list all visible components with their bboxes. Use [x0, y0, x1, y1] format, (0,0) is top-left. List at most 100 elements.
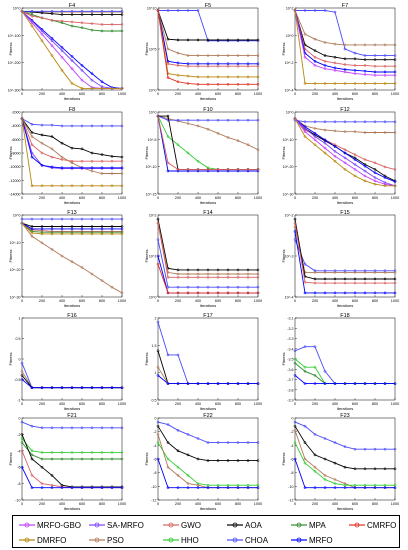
- series-line-choa: [21, 118, 122, 127]
- series-point: [120, 227, 124, 231]
- x-tick-label: 600: [79, 92, 85, 96]
- series-line-hho: [294, 442, 395, 486]
- x-tick-label: 200: [39, 92, 45, 96]
- series-point: [110, 386, 114, 390]
- series-point: [256, 441, 260, 444]
- series-point: [50, 451, 54, 454]
- series-point: [393, 269, 397, 273]
- series-point: [186, 482, 190, 485]
- series-line-mrfo: [294, 10, 395, 73]
- x-tick-label: 400: [59, 299, 65, 303]
- series-point: [256, 268, 260, 272]
- series-point: [100, 486, 104, 490]
- series-point: [373, 483, 377, 487]
- legend-label: MRFO-GBO: [37, 520, 81, 530]
- series-point: [246, 62, 250, 66]
- series-line-pso: [294, 227, 395, 273]
- series-point: [100, 153, 104, 156]
- series-point: [323, 54, 327, 57]
- x-tick-label: 0: [157, 502, 159, 506]
- series-line-mrfo-gbo: [294, 10, 395, 76]
- series-point: [216, 131, 220, 135]
- series-point: [50, 386, 54, 390]
- series-point: [333, 486, 337, 490]
- series-line-mpa: [21, 442, 122, 460]
- series-point: [20, 374, 24, 377]
- series-point: [333, 55, 337, 59]
- series-point: [156, 217, 160, 221]
- series-point: [256, 62, 260, 66]
- y-tick-label: 10^-3: [285, 255, 294, 259]
- series-point: [236, 459, 240, 462]
- series-point: [186, 9, 190, 12]
- y-tick-label: -8: [290, 471, 293, 475]
- series-point: [246, 38, 250, 42]
- series-point: [156, 457, 160, 461]
- series-point: [110, 9, 114, 13]
- y-tick-label: -3.5: [287, 358, 293, 362]
- series-point: [373, 467, 377, 471]
- series-point: [323, 138, 327, 142]
- series-point: [313, 365, 317, 369]
- series-line-mrfo: [21, 379, 122, 389]
- series-point: [80, 68, 84, 72]
- series-point: [353, 120, 357, 124]
- series-point: [120, 230, 124, 234]
- series-point: [363, 164, 367, 168]
- series-point: [226, 285, 230, 289]
- series-point: [323, 486, 327, 490]
- series-point: [30, 131, 34, 134]
- series-point: [166, 114, 170, 118]
- series-point: [363, 269, 367, 273]
- series-point: [30, 135, 34, 138]
- series-point: [186, 64, 190, 68]
- series-point: [80, 217, 84, 221]
- legend-label: DMRFO: [37, 535, 67, 545]
- series-point: [256, 459, 260, 462]
- series-point: [90, 166, 94, 170]
- series-point: [293, 217, 297, 221]
- series-line-hho: [21, 438, 122, 453]
- series-point: [343, 168, 347, 171]
- x-tick-label: 400: [59, 196, 65, 200]
- series-point: [120, 9, 124, 13]
- series-point: [70, 217, 74, 221]
- series-point: [256, 168, 260, 171]
- series-point: [363, 467, 367, 471]
- series-point: [343, 130, 347, 134]
- series-point: [333, 120, 337, 124]
- series-line-aoa: [21, 222, 122, 227]
- y-axis-label: Fitness: [281, 43, 286, 56]
- series-point: [90, 217, 94, 221]
- series-point: [383, 54, 387, 57]
- series-point: [303, 486, 307, 490]
- legend-label: CMRFO: [367, 520, 397, 530]
- series-point: [323, 146, 327, 150]
- series-point: [186, 82, 190, 85]
- series-point: [80, 13, 84, 16]
- y-axis-label: Fitness: [281, 353, 286, 366]
- series-point: [60, 155, 64, 159]
- series-point: [110, 225, 114, 228]
- series-point: [50, 147, 54, 151]
- series-point: [256, 291, 260, 295]
- legend-swatch-icon: [19, 537, 35, 543]
- x-tick-label: 600: [352, 299, 358, 303]
- series-line-mrfo-gbo: [294, 118, 396, 187]
- series-point: [50, 457, 54, 461]
- series-point: [70, 260, 74, 264]
- series-point: [363, 447, 367, 451]
- series-point: [256, 382, 260, 385]
- series-point: [303, 9, 307, 12]
- series-point: [323, 67, 327, 71]
- series-point: [363, 486, 367, 490]
- series-point: [80, 451, 84, 454]
- series-point: [70, 225, 74, 228]
- x-tick-label: 200: [175, 299, 181, 303]
- y-tick-label: 1: [19, 317, 21, 321]
- series-point: [313, 120, 317, 124]
- series-point: [70, 451, 74, 454]
- series-point: [196, 291, 200, 295]
- x-tick-label: 200: [175, 196, 181, 200]
- series-point: [40, 227, 44, 231]
